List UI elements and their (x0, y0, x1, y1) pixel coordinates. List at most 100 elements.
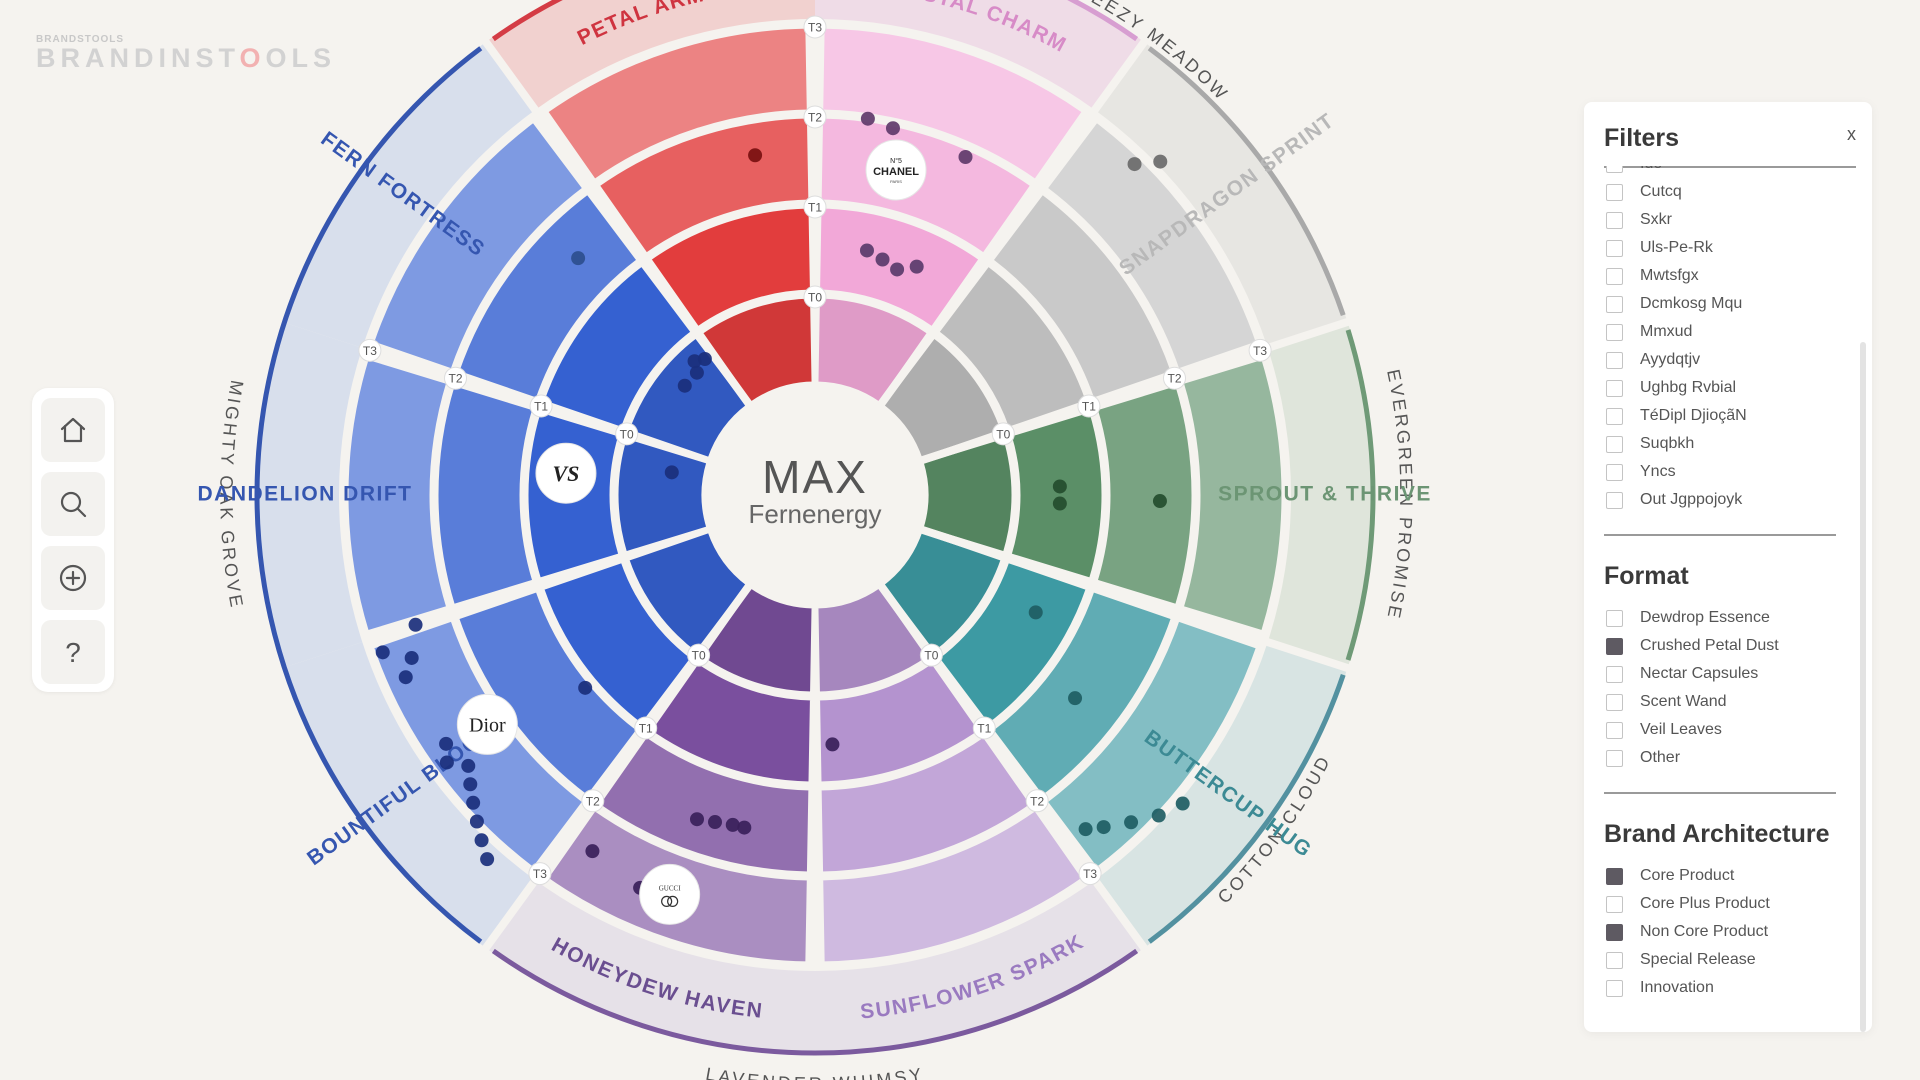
filter-option[interactable]: Uls-Pe-Rk (1604, 234, 1844, 262)
product-marker[interactable] (404, 650, 419, 665)
product-marker[interactable] (1124, 815, 1139, 830)
filter-checkbox[interactable] (1606, 491, 1623, 509)
filter-option[interactable]: Core Product (1604, 862, 1844, 890)
vs-logo[interactable]: VS (535, 442, 597, 504)
product-marker[interactable] (1052, 496, 1067, 511)
product-marker[interactable] (875, 252, 890, 267)
filter-option[interactable]: Non Core Product (1604, 918, 1844, 946)
product-marker[interactable] (398, 670, 413, 685)
product-marker[interactable] (578, 680, 593, 695)
product-marker[interactable] (1078, 822, 1093, 837)
add-button[interactable] (41, 546, 105, 610)
filters-close-button[interactable]: x (1847, 124, 1856, 144)
filter-option[interactable]: Core Plus Product (1604, 890, 1844, 918)
filter-checkbox[interactable] (1606, 721, 1623, 739)
filter-option[interactable]: Veil Leaves (1604, 716, 1844, 744)
filter-checkbox[interactable] (1606, 183, 1623, 201)
filters-scroll-area[interactable]: Ido Cutcq Sxkr Uls-Pe-Rk Mwtsfgx Dcmkosg Mqu M… (1584, 166, 1872, 1032)
filter-option[interactable]: Dcmkosg Mqu (1604, 290, 1844, 318)
product-marker[interactable] (885, 121, 900, 136)
filter-option[interactable]: Mmxud (1604, 318, 1844, 346)
filters-scrollbar[interactable] (1860, 342, 1866, 1032)
product-marker[interactable] (958, 149, 973, 164)
product-marker[interactable] (737, 820, 752, 835)
filter-checkbox[interactable] (1606, 923, 1623, 941)
product-marker[interactable] (890, 262, 905, 277)
product-marker[interactable] (1068, 691, 1083, 706)
filter-checkbox[interactable] (1606, 295, 1623, 313)
product-marker[interactable] (1151, 808, 1166, 823)
filter-checkbox[interactable] (1606, 211, 1623, 229)
filter-option[interactable]: Innovation (1604, 974, 1844, 1002)
filter-checkbox[interactable] (1606, 323, 1623, 341)
filter-checkbox[interactable] (1606, 637, 1623, 655)
product-marker[interactable] (825, 737, 840, 752)
search-button[interactable] (41, 472, 105, 536)
filter-option[interactable]: Crushed Petal Dust (1604, 632, 1844, 660)
filter-checkbox[interactable] (1606, 267, 1623, 285)
filter-option[interactable]: Mwtsfgx (1604, 262, 1844, 290)
filter-checkbox[interactable] (1606, 239, 1623, 257)
product-marker[interactable] (439, 736, 454, 751)
filter-option[interactable]: Sxkr (1604, 206, 1844, 234)
filter-option[interactable]: Dewdrop Essence (1604, 604, 1844, 632)
product-marker[interactable] (1096, 820, 1111, 835)
filter-option[interactable]: Suqbkh (1604, 430, 1844, 458)
product-marker[interactable] (748, 148, 763, 163)
filter-option[interactable]: Nectar Capsules (1604, 660, 1844, 688)
filter-checkbox[interactable] (1606, 951, 1623, 969)
product-marker[interactable] (860, 111, 875, 126)
product-marker[interactable] (697, 351, 712, 366)
filter-checkbox[interactable] (1606, 351, 1623, 369)
gucci-logo[interactable]: GUCCI (639, 863, 701, 925)
product-marker[interactable] (1152, 494, 1167, 509)
help-button[interactable]: ? (41, 620, 105, 684)
product-marker[interactable] (474, 833, 489, 848)
filter-checkbox[interactable] (1606, 693, 1623, 711)
filter-checkbox[interactable] (1606, 463, 1623, 481)
filter-option[interactable]: Out Jgppojoyk (1604, 486, 1844, 514)
filter-checkbox[interactable] (1606, 435, 1623, 453)
product-marker[interactable] (677, 378, 692, 393)
filter-option[interactable]: Ughbg Rvbial (1604, 374, 1844, 402)
filter-checkbox[interactable] (1606, 379, 1623, 397)
filter-checkbox[interactable] (1606, 895, 1623, 913)
product-marker[interactable] (1028, 605, 1043, 620)
product-marker[interactable] (585, 844, 600, 859)
product-marker[interactable] (1175, 796, 1190, 811)
dior-logo[interactable]: Dior (456, 693, 518, 755)
home-button[interactable] (41, 398, 105, 462)
product-marker[interactable] (1052, 479, 1067, 494)
product-marker[interactable] (408, 617, 423, 632)
filter-option[interactable]: Cutcq (1604, 178, 1844, 206)
product-marker[interactable] (480, 852, 495, 867)
product-marker[interactable] (571, 251, 586, 266)
filter-option[interactable]: Ayydqtjv (1604, 346, 1844, 374)
filter-option[interactable]: Ido (1604, 166, 1844, 178)
product-marker[interactable] (439, 755, 454, 770)
product-marker[interactable] (909, 259, 924, 274)
product-marker[interactable] (466, 795, 481, 810)
filter-option[interactable]: TéDipl DjiоçãN (1604, 402, 1844, 430)
filter-option[interactable]: Yncs (1604, 458, 1844, 486)
filter-checkbox[interactable] (1606, 665, 1623, 683)
filter-checkbox[interactable] (1606, 749, 1623, 767)
product-marker[interactable] (1127, 157, 1142, 172)
filter-option[interactable]: Scent Wand (1604, 688, 1844, 716)
filter-option[interactable]: Special Release (1604, 946, 1844, 974)
product-marker[interactable] (708, 815, 723, 830)
product-marker[interactable] (859, 243, 874, 258)
filter-checkbox[interactable] (1606, 609, 1623, 627)
product-marker[interactable] (725, 817, 740, 832)
filter-checkbox[interactable] (1606, 166, 1623, 173)
product-marker[interactable] (461, 758, 476, 773)
product-marker[interactable] (664, 465, 679, 480)
product-marker[interactable] (463, 777, 478, 792)
product-marker[interactable] (690, 812, 705, 827)
product-marker[interactable] (1153, 154, 1168, 169)
product-marker[interactable] (689, 365, 704, 380)
product-marker[interactable] (469, 814, 484, 829)
filter-checkbox[interactable] (1606, 979, 1623, 997)
filter-checkbox[interactable] (1606, 867, 1623, 885)
